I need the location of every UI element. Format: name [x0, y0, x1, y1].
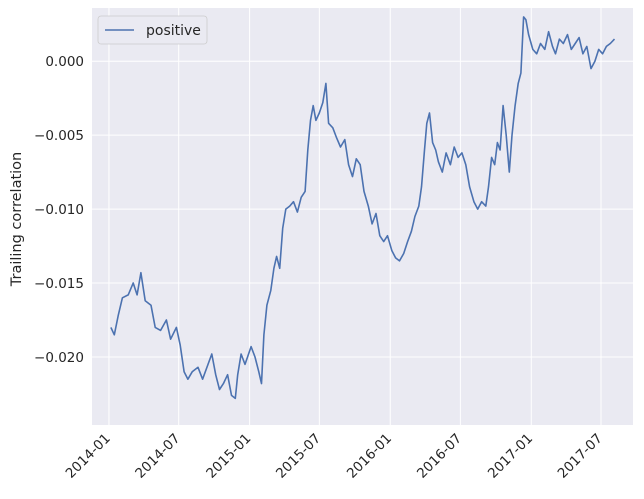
- legend: positive: [97, 15, 208, 45]
- x-tick-label: 2017-01: [485, 431, 536, 482]
- x-tick-label: 2014-01: [63, 431, 114, 482]
- y-axis-ticks: 0.000 −0.005 −0.010 −0.015 −0.020: [34, 54, 84, 366]
- series-line: [110, 16, 616, 400]
- x-tick-label: 2015-07: [273, 431, 324, 482]
- y-tick-label: −0.020: [34, 350, 84, 366]
- y-tick-label: 0.000: [45, 54, 84, 70]
- x-axis-ticks: 2014-01 2014-07 2015-01 2015-07 2016-01 2016-…: [63, 431, 606, 482]
- legend-label: positive: [146, 23, 201, 39]
- x-tick-label: 2016-01: [344, 431, 395, 482]
- y-tick-label: −0.010: [34, 202, 84, 218]
- plot-background: [92, 8, 633, 425]
- y-tick-label: −0.015: [34, 276, 84, 292]
- legend-box: [97, 15, 208, 45]
- x-tick-label: 2015-01: [203, 431, 254, 482]
- x-tick-label: 2014-07: [132, 431, 183, 482]
- y-axis-label: Trailing correlation: [9, 152, 25, 287]
- x-tick-label: 2017-07: [555, 431, 606, 482]
- grid-lines: [92, 8, 633, 425]
- y-tick-label: −0.005: [34, 128, 84, 144]
- x-tick-label: 2016-07: [414, 431, 465, 482]
